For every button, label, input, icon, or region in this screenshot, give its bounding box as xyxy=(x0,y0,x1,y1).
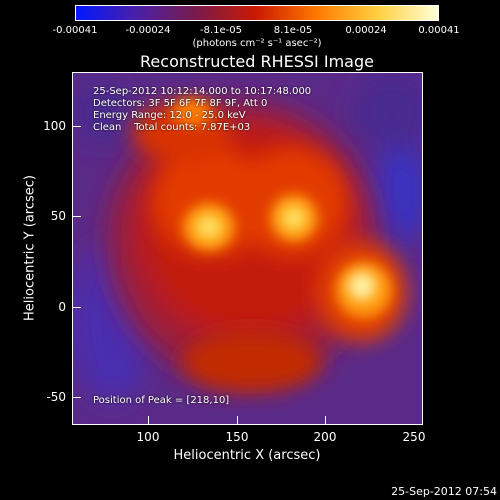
y-axis-label: Heliocentric Y (arcsec) xyxy=(22,175,38,321)
x-tick-label: 150 xyxy=(225,430,249,444)
colorbar-tick-label: 8.1e-05 xyxy=(273,25,313,36)
x-tick-mark xyxy=(237,416,238,425)
peak-position-annotation: Position of Peak = [218,10] xyxy=(93,395,230,406)
colorbar-tick-label: 0.00024 xyxy=(345,25,387,36)
x-tick-mark xyxy=(325,416,326,425)
y-tick-mark xyxy=(72,126,81,127)
colorbar-tick-label: -8.1e-05 xyxy=(200,25,242,36)
x-tick-label: 250 xyxy=(402,430,426,444)
image-title: Reconstructed RHESSI Image xyxy=(140,52,374,71)
colorbar xyxy=(75,5,439,21)
emission-peak xyxy=(196,206,376,300)
colorbar-tick-label: -0.00024 xyxy=(125,25,171,36)
y-tick-label: 100 xyxy=(43,119,66,133)
colorbar-units: (photons cm⁻² s⁻¹ asec⁻²) xyxy=(192,38,322,49)
time-range-annotation: 25-Sep-2012 10:12:14.000 to 10:17:48.000 xyxy=(93,86,312,97)
colorbar-tick-label: -0.00041 xyxy=(52,25,98,36)
y-tick-mark xyxy=(72,397,81,398)
y-tick-label: 0 xyxy=(58,300,66,314)
y-tick-mark xyxy=(72,216,81,217)
colorbar-tick-label: 0.00041 xyxy=(418,25,460,36)
x-axis-label: Heliocentric X (arcsec) xyxy=(173,448,321,463)
x-tick-mark xyxy=(148,416,149,425)
clean-counts-annotation: Clean Total counts: 7.87E+03 xyxy=(93,122,251,133)
rhessi-image xyxy=(72,72,423,425)
detectors-annotation: Detectors: 3F 5F 6F 7F 8F 9F, Att 0 xyxy=(93,98,268,109)
y-tick-label: -50 xyxy=(46,390,66,404)
y-tick-label: 50 xyxy=(50,209,66,223)
x-tick-label: 100 xyxy=(136,430,160,444)
x-tick-label: 200 xyxy=(313,430,337,444)
y-tick-mark xyxy=(72,307,81,308)
timestamp: 25-Sep-2012 07:54 xyxy=(391,485,497,498)
energy-range-annotation: Energy Range: 12.0 - 25.0 keV xyxy=(93,110,246,121)
